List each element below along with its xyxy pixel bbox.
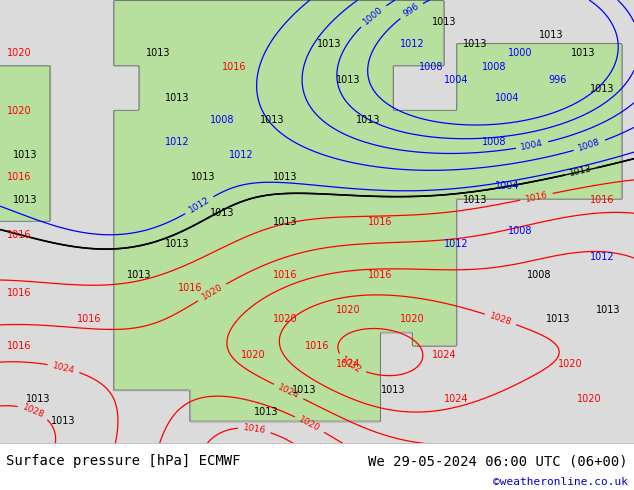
Text: 1020: 1020 [559, 359, 583, 368]
Text: 1013: 1013 [13, 195, 37, 204]
Text: 1008: 1008 [577, 138, 602, 153]
Text: 1016: 1016 [305, 341, 329, 351]
Text: 1004: 1004 [495, 181, 519, 191]
Text: 1000: 1000 [361, 5, 385, 26]
Text: 1008: 1008 [482, 137, 507, 147]
Text: 1013: 1013 [356, 115, 380, 125]
Text: 1024: 1024 [432, 350, 456, 360]
Text: 1020: 1020 [400, 314, 424, 324]
Text: 1016: 1016 [590, 195, 614, 204]
Text: 1020: 1020 [242, 350, 266, 360]
Text: 1013: 1013 [463, 195, 488, 204]
Text: 1013: 1013 [210, 208, 234, 218]
Text: 1013: 1013 [292, 385, 316, 395]
Text: 1020: 1020 [297, 415, 322, 434]
Text: 1004: 1004 [495, 93, 519, 102]
Text: 1008: 1008 [210, 115, 234, 125]
Text: 1013: 1013 [146, 48, 171, 58]
Text: 1008: 1008 [508, 225, 532, 236]
Text: 1013: 1013 [569, 165, 593, 178]
Text: 1004: 1004 [520, 139, 544, 152]
Text: 996: 996 [402, 2, 421, 19]
Text: 1013: 1013 [127, 270, 152, 280]
Text: 1016: 1016 [7, 230, 31, 240]
Text: 1013: 1013 [381, 385, 405, 395]
Text: 1016: 1016 [273, 270, 297, 280]
Text: 1016: 1016 [178, 283, 202, 293]
Text: 1013: 1013 [165, 239, 190, 249]
Text: 1028: 1028 [488, 311, 513, 327]
Text: 1012: 1012 [229, 150, 253, 160]
Text: 1013: 1013 [590, 84, 614, 94]
Text: 1013: 1013 [26, 394, 50, 404]
Text: 1012: 1012 [444, 239, 469, 249]
Text: 1013: 1013 [273, 217, 297, 227]
Text: 1012: 1012 [400, 39, 424, 49]
Text: 1013: 1013 [337, 75, 361, 85]
Text: 1013: 1013 [51, 416, 75, 426]
Text: 1013: 1013 [13, 150, 37, 160]
Text: Surface pressure [hPa] ECMWF: Surface pressure [hPa] ECMWF [6, 454, 241, 468]
Text: 1013: 1013 [191, 172, 215, 182]
Text: 1024: 1024 [444, 394, 469, 404]
Text: ©weatheronline.co.uk: ©weatheronline.co.uk [493, 477, 628, 487]
Text: 1013: 1013 [540, 30, 564, 41]
Text: 1016: 1016 [368, 270, 392, 280]
Text: 1016: 1016 [524, 190, 548, 203]
Text: 1013: 1013 [261, 115, 285, 125]
Text: 1020: 1020 [273, 314, 297, 324]
Text: 1020: 1020 [200, 283, 224, 302]
Text: 1008: 1008 [527, 270, 551, 280]
Text: 1013: 1013 [273, 172, 297, 182]
Text: 1008: 1008 [482, 62, 507, 72]
Text: 1020: 1020 [337, 305, 361, 316]
Text: 1020: 1020 [7, 106, 31, 116]
Text: 1004: 1004 [444, 75, 469, 85]
Text: 1016: 1016 [7, 288, 31, 298]
Text: 996: 996 [549, 75, 567, 85]
Text: 1016: 1016 [223, 62, 247, 72]
Text: 1016: 1016 [77, 314, 101, 324]
Text: 1013: 1013 [463, 39, 488, 49]
Text: We 29-05-2024 06:00 UTC (06+00): We 29-05-2024 06:00 UTC (06+00) [368, 454, 628, 468]
Text: 1020: 1020 [578, 394, 602, 404]
Text: 1013: 1013 [432, 17, 456, 27]
Text: 1016: 1016 [368, 217, 392, 227]
Text: 1012: 1012 [187, 196, 211, 215]
Text: 1016: 1016 [242, 423, 266, 435]
Text: 1012: 1012 [165, 137, 190, 147]
Text: 1013: 1013 [318, 39, 342, 49]
Text: 1032: 1032 [339, 355, 363, 375]
Text: 1024: 1024 [51, 361, 75, 375]
Text: 1013: 1013 [165, 93, 190, 102]
Text: 1024: 1024 [337, 359, 361, 368]
Text: 1028: 1028 [22, 402, 46, 419]
Text: 1013: 1013 [571, 48, 595, 58]
Text: 1016: 1016 [7, 341, 31, 351]
Text: 1013: 1013 [546, 314, 570, 324]
Text: 1020: 1020 [7, 48, 31, 58]
Text: 1013: 1013 [597, 305, 621, 316]
Text: 1012: 1012 [590, 252, 614, 262]
Text: 1008: 1008 [419, 62, 443, 72]
Text: 1013: 1013 [254, 407, 278, 417]
Text: 1024: 1024 [276, 383, 301, 401]
Text: 1000: 1000 [508, 48, 532, 58]
Text: 1016: 1016 [7, 172, 31, 182]
